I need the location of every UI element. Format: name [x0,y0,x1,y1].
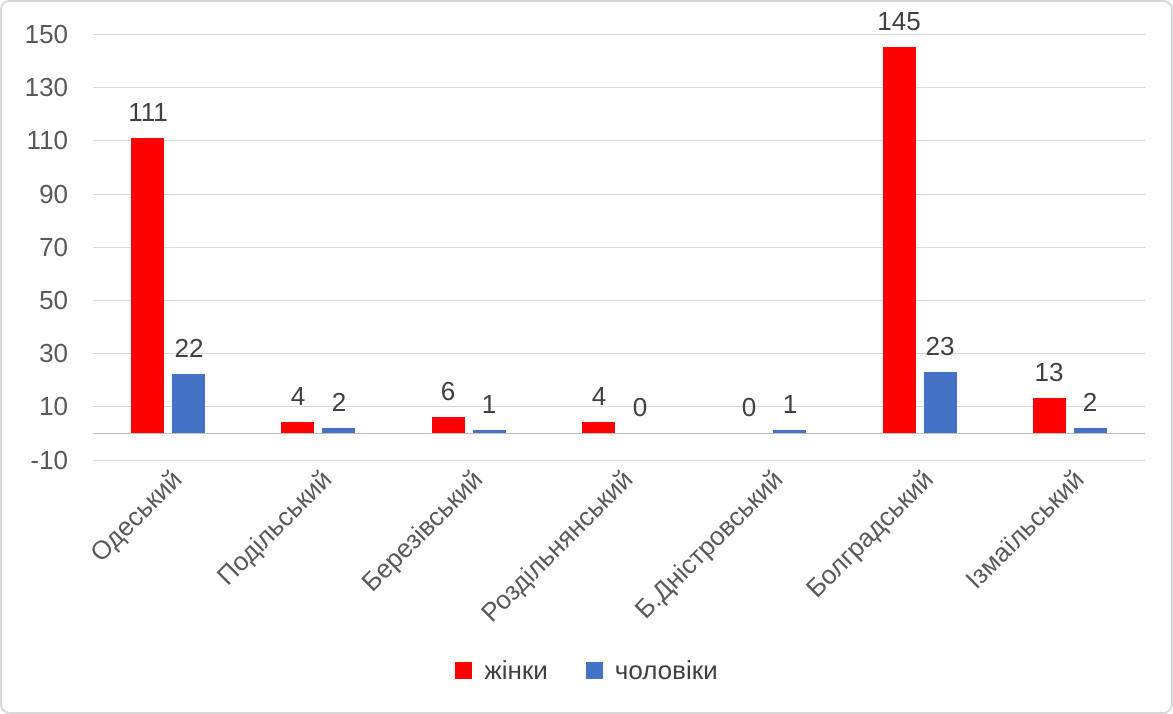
value-label: 111 [128,97,168,127]
bar [131,138,164,433]
x-category-label: Березівський [355,464,489,597]
bar [883,47,916,433]
value-label: 6 [440,376,456,406]
legend-item-women: жінки [455,654,548,686]
y-tick-label: 90 [39,179,68,209]
bar [924,372,957,433]
bar [322,428,355,433]
y-tick-label: -10 [30,445,68,475]
x-category-label: Болградський [800,464,940,604]
x-category-label: Ізмаїльський [958,464,1090,595]
y-tick-label: 10 [39,391,68,421]
value-label: 1 [782,389,798,419]
value-label: 23 [925,331,955,361]
bar [172,374,205,433]
x-category-label: Подільський [210,464,338,591]
bar [773,430,806,433]
y-tick-label: 150 [24,19,68,49]
x-axis-line [93,433,1145,434]
x-category-label: Одеський [83,464,188,568]
value-label: 13 [1034,357,1064,387]
gridline [93,34,1145,35]
y-tick-label: 130 [24,72,68,102]
legend-item-men: чоловіки [585,654,718,686]
gridline [93,353,1145,354]
gridline [93,247,1145,248]
gridline [93,140,1145,141]
value-label: 4 [591,381,607,411]
y-tick-label: 70 [39,232,68,262]
legend-swatch-women [455,661,473,679]
value-label: 145 [877,6,921,36]
value-label: 0 [632,392,648,422]
legend-swatch-men [585,661,603,679]
y-tick-label: 30 [39,338,68,368]
x-category-label: Роздільнянський [474,464,639,628]
value-label: 1 [481,389,497,419]
value-label: 4 [290,381,306,411]
value-label: 2 [1082,387,1098,417]
bar [1074,428,1107,433]
gridline [93,300,1145,301]
y-tick-label: 50 [39,285,68,315]
bar [473,430,506,433]
gridline [93,194,1145,195]
legend-label-women: жінки [484,655,548,685]
bar [1033,398,1066,433]
x-category-label: Б.Дністровський [628,464,789,625]
value-label: 22 [174,333,204,363]
value-label: 0 [741,392,757,422]
gridline [93,406,1145,407]
legend-label-men: чоловіки [614,655,718,685]
gridline [93,460,1145,461]
bar [281,422,314,433]
legend: жінки чоловіки [2,654,1171,686]
bar [582,422,615,433]
bar [432,417,465,433]
gridline [93,87,1145,88]
value-label: 2 [331,387,347,417]
y-tick-label: 110 [26,125,68,155]
